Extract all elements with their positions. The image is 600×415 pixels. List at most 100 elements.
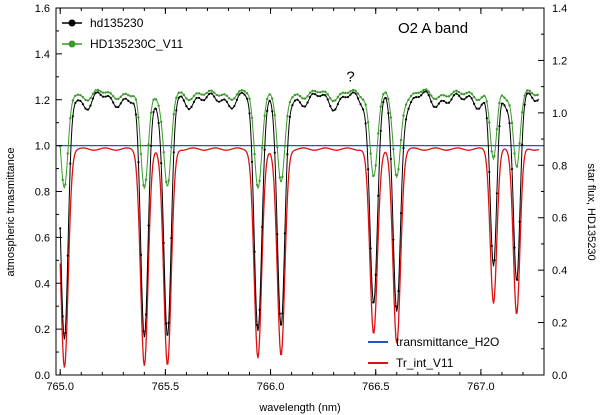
series-hd135230c-v11-point bbox=[318, 91, 322, 94]
series-hd135230c-v11-point bbox=[167, 179, 170, 182]
series-hd135230c-v11-point bbox=[157, 104, 160, 108]
y-left-tick-label: 1.2 bbox=[35, 95, 50, 107]
series-hd135230c-v11-point bbox=[435, 97, 438, 101]
series-hd135230c-v11-point bbox=[260, 146, 264, 150]
y-right-tick-label: 1.0 bbox=[552, 108, 567, 120]
series-hd135230-point bbox=[66, 254, 69, 257]
series-hd135230-point bbox=[187, 107, 191, 111]
series-hd135230c-v11-point bbox=[230, 98, 234, 102]
series-hd135230c-v11-point bbox=[531, 92, 534, 95]
series-hd135230c-v11-point bbox=[389, 116, 393, 119]
series-hd135230-point bbox=[192, 100, 196, 103]
series-hd135230-point bbox=[417, 95, 420, 99]
series-hd135230c-v11-point bbox=[447, 95, 451, 98]
series-hd135230c-v11-point bbox=[195, 92, 198, 95]
series-hd135230c-v11-point bbox=[334, 99, 337, 102]
series-hd135230-point bbox=[288, 115, 291, 118]
series-hd135230-point bbox=[147, 224, 150, 227]
series-hd135230-point bbox=[268, 99, 271, 102]
series-hd135230c-v11-point bbox=[425, 88, 428, 91]
series-hd135230c-v11-point bbox=[122, 93, 125, 96]
series-hd135230-point bbox=[470, 97, 473, 100]
series-hd135230-point bbox=[412, 96, 415, 100]
series-hd135230c-v11-point bbox=[450, 93, 453, 96]
chart-title: O2 A band bbox=[398, 20, 468, 37]
series-hd135230-point bbox=[160, 161, 163, 165]
series-hd135230-point bbox=[114, 105, 117, 108]
series-hd135230c-v11-point bbox=[392, 147, 395, 151]
series-hd135230-point bbox=[228, 104, 231, 108]
series-hd135230c-v11-point bbox=[81, 96, 85, 99]
series-hd135230c-v11-point bbox=[488, 121, 491, 124]
series-hd135230c-v11-point bbox=[339, 92, 342, 96]
series-hd135230-point bbox=[230, 107, 233, 110]
series-hd135230-point bbox=[460, 97, 463, 100]
series-hd135230c-v11-point bbox=[286, 115, 289, 118]
series-hd135230c-v11 bbox=[59, 88, 540, 190]
series-hd135230-point bbox=[364, 122, 367, 125]
series-hd135230-point bbox=[399, 212, 403, 215]
series-hd135230c-v11-point bbox=[500, 94, 504, 97]
series-hd135230-point bbox=[515, 278, 519, 281]
series-hd135230c-v11-point bbox=[397, 168, 400, 171]
series-hd135230c-v11-point bbox=[165, 180, 168, 184]
series-hd135230c-v11-point bbox=[379, 105, 382, 108]
series-hd135230-point bbox=[500, 102, 504, 105]
series-hd135230c-v11-point bbox=[119, 95, 122, 98]
series-hd135230c-v11-point bbox=[61, 178, 64, 182]
series-hd135230c-v11-point bbox=[387, 97, 390, 101]
series-hd135230c-v11-point bbox=[79, 93, 82, 97]
series-hd135230-point bbox=[485, 117, 488, 120]
series-hd135230-point bbox=[112, 101, 115, 104]
series-hd135230-point bbox=[384, 97, 387, 100]
series-hd135230-point bbox=[167, 321, 170, 324]
y-right-tick-label: 1.2 bbox=[552, 55, 567, 67]
series-hd135230c-v11-point bbox=[96, 88, 100, 92]
series-hd135230-point bbox=[134, 113, 138, 116]
series-hd135230-point bbox=[137, 161, 140, 164]
series-hd135230-point bbox=[319, 95, 322, 98]
series-hd135230c-v11-point bbox=[101, 91, 105, 94]
series-hd135230-point bbox=[301, 104, 304, 108]
series-hd135230-point bbox=[258, 308, 261, 312]
series-hd135230-point bbox=[273, 151, 276, 154]
series-hd135230c-v11-point bbox=[265, 97, 269, 101]
series-hd135230c-v11-point bbox=[114, 97, 117, 100]
series-hd135230c-v11-point bbox=[273, 114, 276, 117]
series-hd135230c-v11-point bbox=[316, 90, 319, 94]
series-hd135230-point bbox=[235, 98, 238, 101]
series-hd135230c-v11-point bbox=[154, 98, 158, 101]
series-hd135230-point bbox=[316, 94, 319, 98]
series-hd135230c-v11-point bbox=[359, 95, 362, 99]
series-hd135230-point bbox=[104, 95, 107, 98]
y-left-tick-label: 0.8 bbox=[35, 187, 50, 199]
series-hd135230-point bbox=[210, 92, 213, 95]
series-hd135230c-v11-point bbox=[533, 94, 536, 97]
series-hd135230-point bbox=[132, 102, 135, 105]
series-hd135230c-v11-point bbox=[268, 93, 271, 96]
series-hd135230-point bbox=[281, 312, 284, 315]
legend-marker-hd135230c bbox=[68, 40, 76, 48]
series-hd135230-point bbox=[437, 102, 440, 105]
series-hd135230-point bbox=[369, 247, 372, 250]
series-hd135230c-v11-point bbox=[86, 99, 90, 102]
series-hd135230c-v11-point bbox=[419, 90, 423, 93]
series-hd135230c-v11-point bbox=[414, 91, 418, 95]
series-hd135230c-v11-point bbox=[301, 97, 304, 100]
series-hd135230-point bbox=[475, 107, 478, 110]
series-hd135230-point bbox=[462, 98, 466, 101]
series-hd135230c-v11-point bbox=[238, 90, 241, 93]
series-hd135230-point bbox=[59, 227, 62, 230]
series-hd135230c-v11-point bbox=[485, 100, 488, 103]
series-hd135230c-v11-point bbox=[528, 89, 531, 93]
series-hd135230c-v11-point bbox=[437, 95, 441, 99]
series-hd135230c-v11-point bbox=[417, 91, 420, 95]
series-hd135230c-v11-point bbox=[503, 96, 506, 99]
series-hd135230-point bbox=[321, 93, 324, 96]
series-hd135230c-v11-point bbox=[475, 98, 478, 102]
series-hd135230-point bbox=[94, 92, 97, 95]
series-hd135230-point bbox=[344, 96, 347, 99]
series-hd135230c-v11-point bbox=[349, 90, 352, 93]
series-hd135230c-v11-point bbox=[248, 97, 251, 101]
series-hd135230c-v11-point bbox=[99, 90, 102, 93]
